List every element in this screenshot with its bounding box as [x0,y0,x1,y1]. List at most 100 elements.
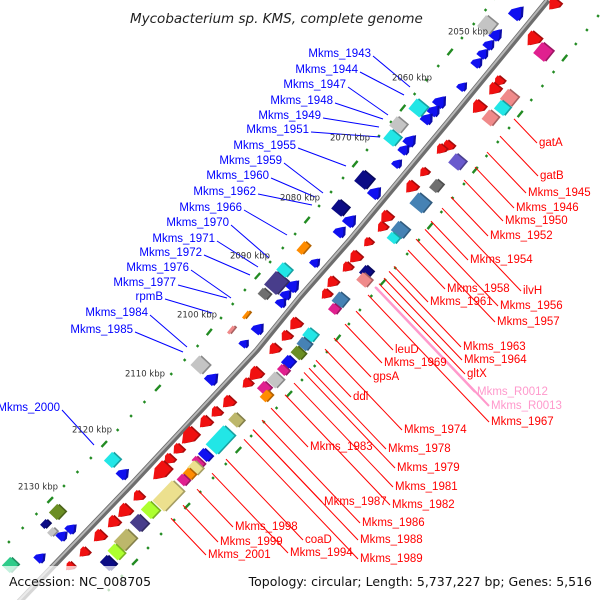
reverse-gene-arrow[interactable] [346,249,365,268]
gene-label[interactable]: Mkms_1966 [179,202,242,214]
forward-gene-arrow[interactable] [64,520,80,536]
reverse-gene-arrow[interactable] [377,209,396,228]
reverse-gene-arrow[interactable] [286,316,305,334]
reverse-gene-arrow[interactable] [278,329,295,345]
gene-feature-box[interactable] [197,447,215,463]
forward-gene-arrow[interactable] [456,79,470,93]
gene-feature-box[interactable] [190,354,212,375]
gene-label[interactable]: Mkms_1945 [528,187,591,199]
gene-label[interactable]: Mkms_1979 [397,462,460,474]
gene-feature-box[interactable] [354,169,377,191]
gene-label[interactable]: Mkms_1989 [360,553,423,565]
reverse-gene-arrow[interactable] [266,341,283,358]
gene-feature-box[interactable] [481,108,501,127]
forward-gene-arrow[interactable] [332,222,350,239]
rna-label[interactable]: Mkms_R0013 [491,400,562,412]
forward-gene-arrow[interactable] [250,319,268,336]
gene-feature-box[interactable] [266,370,286,389]
rna-label[interactable]: Mkms_R0012 [477,386,548,398]
reverse-gene-arrow[interactable] [114,502,135,523]
gene-label[interactable]: Mkms_1960 [206,170,269,182]
forward-gene-arrow[interactable] [279,286,295,302]
gene-feature-box[interactable] [276,261,295,279]
gene-label[interactable]: Mkms_1971 [152,233,215,245]
gene-label[interactable]: Mkms_1958 [447,283,510,295]
reverse-gene-arrow[interactable] [545,0,564,14]
forward-gene-arrow[interactable] [476,45,492,61]
gene-label[interactable]: Mkms_1981 [395,481,458,493]
gene-label[interactable]: Mkms_1949 [258,110,321,122]
gene-feature-box[interactable] [182,466,198,481]
reverse-gene-arrow[interactable] [468,98,489,118]
gene-feature-box[interactable] [302,326,321,344]
reverse-gene-arrow[interactable] [523,29,544,50]
reverse-gene-arrow[interactable] [339,260,355,276]
gene-feature-box[interactable] [477,14,500,36]
gene-feature-box[interactable] [176,472,192,487]
reverse-gene-arrow[interactable] [161,452,178,468]
gene-feature-box[interactable] [390,220,412,240]
gene-feature-box[interactable] [40,518,53,530]
forward-gene-arrow[interactable] [55,527,71,543]
reverse-gene-arrow[interactable] [485,81,504,100]
reverse-gene-arrow[interactable] [177,425,202,449]
gene-label[interactable]: ddl [353,391,368,403]
gene-label[interactable]: leuD [395,344,419,356]
forward-gene-arrow[interactable] [115,464,133,481]
forward-gene-arrow[interactable] [482,36,498,52]
reverse-gene-arrow[interactable] [170,442,187,458]
gene-label[interactable]: Mkms_1951 [246,124,309,136]
gene-feature-box[interactable] [493,99,513,117]
reverse-gene-arrow[interactable] [219,394,238,413]
reverse-gene-arrow[interactable] [76,545,92,561]
gene-label[interactable]: rpmB [136,291,164,303]
gene-label[interactable]: Mkms_1952 [490,230,553,242]
gene-label[interactable]: Mkms_1985 [70,324,133,336]
reverse-gene-arrow[interactable] [245,365,266,386]
gene-label[interactable]: Mkms_1987 [324,496,387,508]
gene-feature-box[interactable] [152,479,186,513]
forward-gene-arrow[interactable] [391,156,405,170]
gene-label[interactable]: Mkms_1946 [516,202,579,214]
reverse-gene-arrow[interactable] [318,287,334,303]
gene-label[interactable]: Mkms_1974 [404,424,467,436]
gene-label[interactable]: Mkms_1977 [113,277,176,289]
reverse-gene-arrow[interactable] [196,414,215,433]
gene-label[interactable]: Mkms_1988 [360,534,423,546]
forward-gene-arrow[interactable] [33,549,49,565]
gene-label[interactable]: Mkms_1984 [85,307,148,319]
gene-feature-box[interactable] [241,309,253,320]
gene-label[interactable]: Mkms_1950 [505,215,568,227]
gene-label[interactable]: Mkms_1999 [220,536,283,548]
reverse-gene-arrow[interactable] [374,220,390,236]
gene-label[interactable]: Mkms_1972 [139,247,202,259]
gene-label[interactable]: Mkms_1982 [392,499,455,511]
gene-feature-box[interactable] [408,97,430,118]
gene-feature-box[interactable] [140,500,162,521]
gene-label[interactable]: Mkms_1943 [308,48,371,60]
forward-gene-arrow[interactable] [309,255,323,269]
gene-feature-box[interactable] [383,128,404,148]
gene-label[interactable]: Mkms_1962 [193,186,256,198]
gene-label[interactable]: Mkms_1961 [430,296,493,308]
gene-label[interactable]: gatB [540,170,564,182]
forward-gene-arrow[interactable] [507,2,528,23]
gene-feature-box[interactable] [409,191,433,214]
forward-gene-arrow[interactable] [419,109,437,126]
gene-label[interactable]: Mkms_1998 [235,521,298,533]
reverse-gene-arrow[interactable] [433,142,449,158]
forward-gene-arrow[interactable] [238,336,252,350]
reverse-gene-arrow[interactable] [324,274,341,291]
reverse-gene-arrow[interactable] [90,528,109,547]
gene-label[interactable]: coaD [305,534,332,546]
gene-feature-box[interactable] [47,526,60,538]
reverse-gene-arrow[interactable] [491,74,507,90]
gene-feature-box[interactable] [205,424,237,456]
gene-label[interactable]: Mkms_1948 [270,95,333,107]
gene-feature-box[interactable] [129,513,151,534]
gene-label[interactable]: Mkms_1956 [500,300,563,312]
gene-label[interactable]: Mkms_2000 [0,402,60,414]
gene-label[interactable]: Mkms_1970 [166,217,229,229]
reverse-gene-arrow[interactable] [417,166,432,180]
gene-feature-box[interactable] [296,335,314,352]
